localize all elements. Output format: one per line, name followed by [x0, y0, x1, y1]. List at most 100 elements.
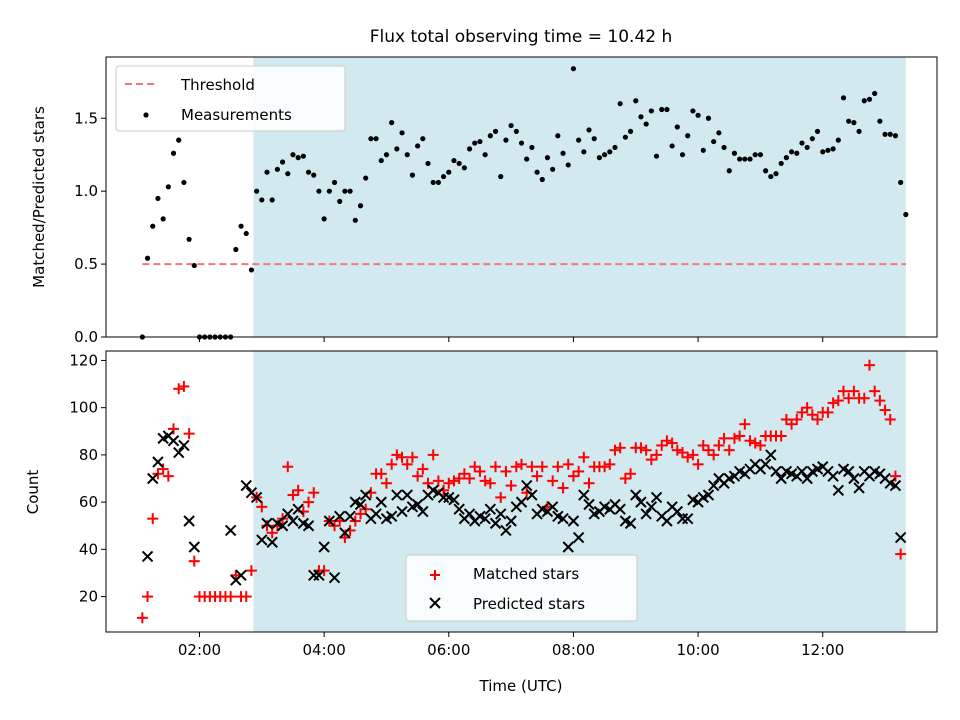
matched-star-point: [469, 461, 481, 473]
matched-star-point: [796, 406, 808, 418]
count-y-tick-label: 80: [79, 446, 98, 464]
matched-star-point: [801, 402, 813, 414]
count-y-tick-label: 20: [79, 588, 98, 606]
measurement-point: [882, 131, 888, 137]
predicted-star-point: [463, 508, 476, 520]
predicted-star-point: [167, 435, 180, 447]
measurement-point: [679, 152, 686, 158]
measurement-point: [747, 156, 753, 162]
measurement-point: [581, 149, 587, 155]
matched-star-point: [484, 477, 496, 489]
predicted-star-point: [240, 479, 252, 492]
measurement-point: [799, 140, 805, 146]
matched-star-point: [884, 413, 896, 425]
measurements-legend-swatch: [143, 112, 149, 118]
matched-star-point: [806, 409, 818, 421]
matched-star-point: [687, 449, 699, 461]
measurement-point: [446, 169, 452, 175]
measurement-point: [737, 156, 743, 162]
measurement-point: [191, 262, 197, 269]
count-legend: Matched stars Predicted stars: [405, 554, 638, 622]
predicted-star-point: [557, 512, 569, 525]
measurement-point: [269, 197, 275, 203]
measurement-point: [440, 173, 447, 180]
measurement-point: [861, 98, 867, 104]
count-y-tick-label: 40: [79, 540, 98, 558]
measurement-point: [326, 188, 332, 194]
measurement-point: [176, 137, 182, 143]
measurement-point: [243, 230, 249, 237]
count-y-axis-label: Count: [24, 470, 42, 515]
predicted-star-point: [370, 508, 382, 520]
measurement-point: [820, 149, 826, 155]
measurement-point: [529, 144, 535, 151]
matched-star-point: [702, 444, 714, 456]
matched-star-point: [666, 437, 678, 449]
predicted-star-point: [765, 449, 777, 461]
predicted-star-point: [334, 510, 346, 523]
measurement-point: [664, 106, 670, 113]
measurement-point: [311, 172, 317, 178]
measurement-point: [337, 198, 343, 204]
predicted-star-point: [842, 465, 855, 478]
predicted-star-point: [411, 498, 424, 511]
ratio-observing-window: [253, 57, 906, 337]
matched-star-point: [692, 458, 704, 470]
predicted-star-point: [796, 465, 808, 478]
matched-star-point: [869, 385, 881, 397]
predicted-star-point: [707, 479, 720, 492]
measurement-point: [804, 144, 810, 151]
matched-star-point: [671, 444, 683, 456]
measurement-point: [742, 156, 748, 162]
ratio-legend-box: [115, 65, 346, 132]
matched-star-point: [895, 548, 907, 560]
measurement-point: [866, 96, 873, 102]
predicted-star-point: [437, 491, 450, 504]
measurement-point: [321, 216, 327, 222]
matched-star-point: [640, 444, 652, 456]
measurement-point: [700, 147, 706, 153]
measurement-point: [539, 176, 545, 183]
predicted-star-point: [183, 515, 195, 527]
measurement-point: [290, 152, 296, 158]
measurement-point: [238, 223, 244, 229]
measurement-point: [461, 165, 467, 171]
predicted-star-point: [375, 496, 387, 508]
measurement-point: [643, 121, 649, 127]
predicted-star-point: [173, 446, 185, 459]
predicted-star-point: [339, 527, 351, 539]
matched-star-point: [573, 465, 585, 477]
predicted-star-point: [354, 498, 367, 511]
matched-star-point: [557, 482, 569, 494]
matched-star-point: [609, 444, 621, 456]
measurement-point: [638, 114, 644, 120]
matched-star-point: [848, 385, 860, 397]
measurement-point: [586, 127, 592, 133]
matched-star-point: [173, 383, 185, 395]
matched-star-point: [147, 513, 159, 525]
measurement-point: [835, 137, 841, 143]
count-x-ticks: 02:00 04:00 06:00 08:00 10:00 12:00: [178, 632, 844, 659]
matched-star-point: [240, 591, 252, 603]
measurement-point: [279, 159, 286, 165]
matched-star-point: [412, 470, 424, 482]
ratio-legend: Threshold Measurements: [115, 65, 346, 132]
measurement-point: [331, 179, 338, 186]
matched-star-point: [464, 473, 476, 485]
predicted-star-point: [676, 512, 689, 525]
predicted-star-point: [567, 515, 580, 527]
measurement-point: [357, 203, 364, 209]
measurement-point: [768, 173, 774, 180]
measurement-point: [648, 108, 654, 114]
predicted-star-point: [178, 439, 190, 452]
measurement-point: [150, 223, 156, 229]
matched-star-point: [843, 392, 855, 404]
measurement-point: [383, 152, 390, 158]
measurement-point: [570, 66, 577, 72]
measurement-point: [565, 162, 571, 168]
predicted-star-point: [624, 517, 637, 530]
measurement-point: [342, 188, 348, 194]
matched-star-point: [661, 435, 673, 447]
matched-star-point: [619, 473, 631, 485]
